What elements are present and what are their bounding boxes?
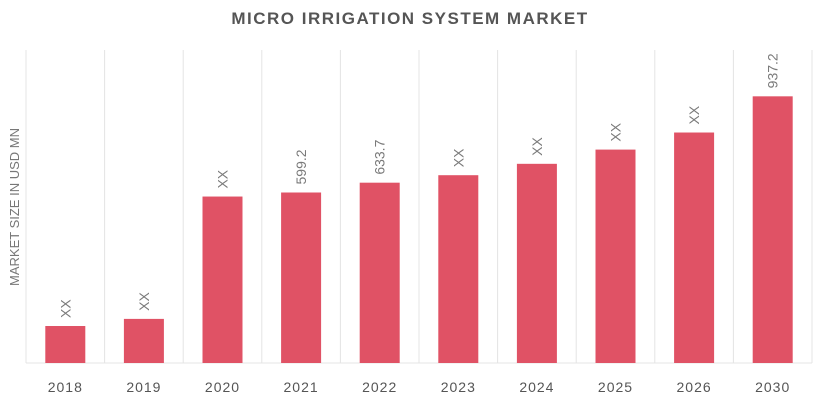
bar-2026: [674, 132, 715, 363]
data-label: XX: [450, 148, 466, 167]
bar-2030: [752, 96, 793, 363]
x-tick-label: 2018: [48, 379, 83, 395]
data-label: XX: [529, 136, 545, 155]
data-label: 937.2: [765, 53, 781, 88]
bar-2021: [281, 192, 322, 363]
x-tick-label: 2023: [441, 379, 476, 395]
data-label: 599.2: [293, 149, 309, 184]
chart-title: MICRO IRRIGATION SYSTEM MARKET: [231, 9, 588, 28]
data-label: XX: [215, 169, 231, 188]
y-axis-label: MARKET SIZE IN USD MN: [7, 128, 22, 286]
x-tick-label: 2026: [677, 379, 712, 395]
data-label: XX: [136, 292, 152, 311]
bar-2023: [438, 175, 479, 363]
data-label: XX: [686, 105, 702, 124]
bar-2024: [516, 163, 557, 363]
data-label: 633.7: [372, 139, 388, 174]
bar-2025: [595, 149, 636, 363]
bar-2022: [359, 182, 400, 363]
bar-2019: [123, 318, 164, 363]
x-tick-label: 2021: [284, 379, 319, 395]
x-tick-label: 2030: [755, 379, 790, 395]
data-label: XX: [57, 299, 73, 318]
x-tick-label: 2022: [362, 379, 397, 395]
x-tick-label: 2019: [126, 379, 161, 395]
bar-2018: [45, 326, 86, 363]
x-tick-label: 2025: [598, 379, 633, 395]
bar-2020: [202, 196, 243, 363]
x-tick-label: 2020: [205, 379, 240, 395]
x-tick-label: 2024: [519, 379, 554, 395]
data-label: XX: [608, 122, 624, 141]
